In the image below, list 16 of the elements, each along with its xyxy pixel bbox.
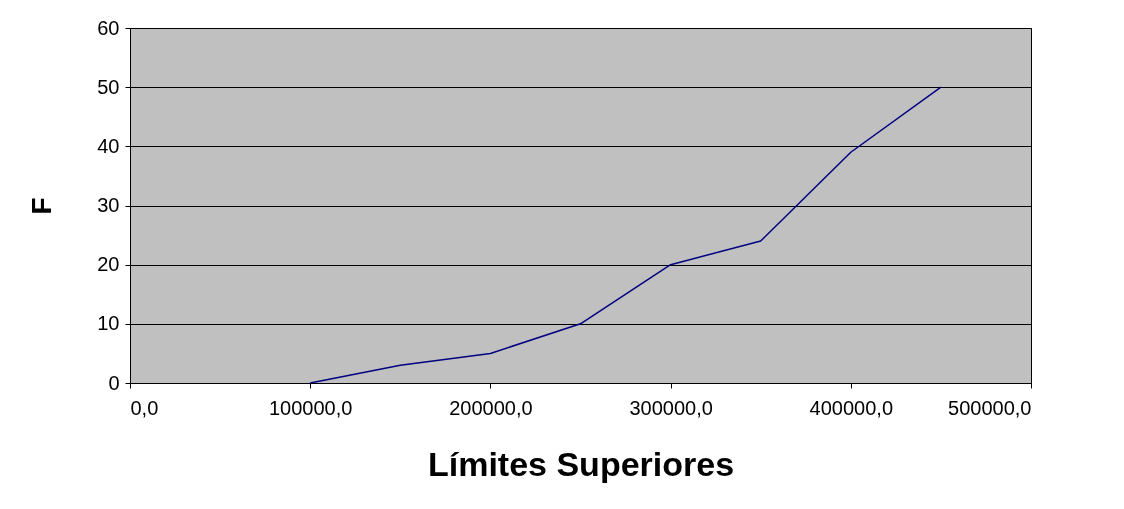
x-tick-label: 0,0 <box>130 396 159 419</box>
y-tick-label: 0 <box>108 371 120 394</box>
y-tick-label: 20 <box>97 253 120 276</box>
y-axis-title: F <box>26 197 58 215</box>
y-tick-label: 10 <box>97 312 120 335</box>
x-tick-label: 500000,0 <box>948 396 1032 419</box>
y-tick-label: 50 <box>97 75 120 98</box>
y-tick-label: 60 <box>97 16 120 39</box>
x-tick-label: 400000,0 <box>809 396 894 419</box>
x-tick-label: 200000,0 <box>449 396 533 419</box>
y-tick-label: 40 <box>97 134 120 157</box>
x-tick-label: 100000,0 <box>268 396 353 419</box>
y-tick-label: 30 <box>97 194 120 216</box>
x-tick-label: 300000,0 <box>629 396 713 419</box>
x-axis-title: Límites Superiores <box>427 444 735 483</box>
line-series <box>309 86 942 384</box>
